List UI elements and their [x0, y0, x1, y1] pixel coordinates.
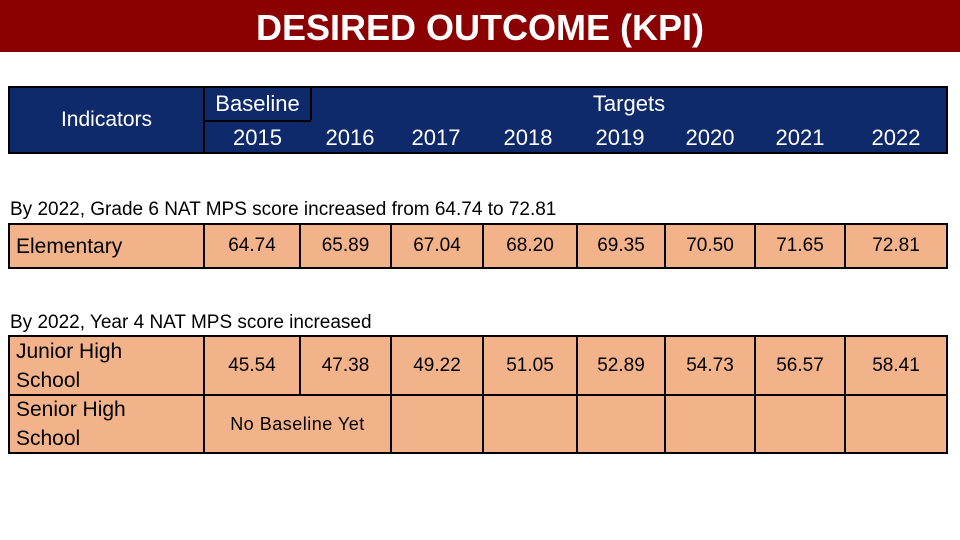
header-year: 2015 [205, 122, 310, 154]
junior-high-value: 51.05 [484, 337, 576, 394]
junior-high-label-line1: Junior High [16, 337, 122, 366]
header-year: 2022 [846, 122, 946, 154]
junior-high-value: 58.41 [846, 337, 946, 394]
elementary-value: 71.65 [756, 225, 844, 267]
elementary-value: 64.74 [205, 225, 299, 267]
elementary-value: 72.81 [846, 225, 946, 267]
header-year: 2016 [300, 122, 400, 154]
header-baseline: Baseline [205, 88, 310, 120]
junior-high-label: Junior High School [10, 337, 203, 394]
header-targets: Targets [312, 88, 946, 120]
elementary-value: 65.89 [301, 225, 390, 267]
header-year: 2018 [480, 122, 576, 154]
section2-note: By 2022, Year 4 NAT MPS score increased [10, 312, 372, 334]
senior-high-label-line2: School [16, 424, 80, 453]
header-year: 2020 [662, 122, 758, 154]
elementary-value: 67.04 [392, 225, 482, 267]
junior-high-label-line2: School [16, 366, 80, 395]
elementary-value: 70.50 [666, 225, 754, 267]
header-year: 2021 [752, 122, 848, 154]
junior-high-value: 45.54 [205, 337, 299, 394]
elementary-label: Elementary [10, 225, 203, 267]
page-title: DESIRED OUTCOME (KPI) [0, 6, 960, 50]
junior-high-value: 54.73 [666, 337, 754, 394]
junior-high-value: 52.89 [578, 337, 664, 394]
senior-high-label-line1: Senior High [16, 395, 126, 424]
elementary-value: 69.35 [578, 225, 664, 267]
junior-high-value: 49.22 [392, 337, 482, 394]
header-indicators: Indicators [10, 88, 203, 152]
no-baseline-text: No Baseline Yet [205, 396, 390, 452]
header-year: 2017 [388, 122, 484, 154]
senior-high-label: Senior High School [10, 396, 203, 452]
header-year: 2019 [572, 122, 668, 154]
junior-high-value: 47.38 [301, 337, 390, 394]
elementary-value: 68.20 [484, 225, 576, 267]
junior-high-value: 56.57 [756, 337, 844, 394]
section1-note: By 2022, Grade 6 NAT MPS score increased… [10, 199, 556, 221]
